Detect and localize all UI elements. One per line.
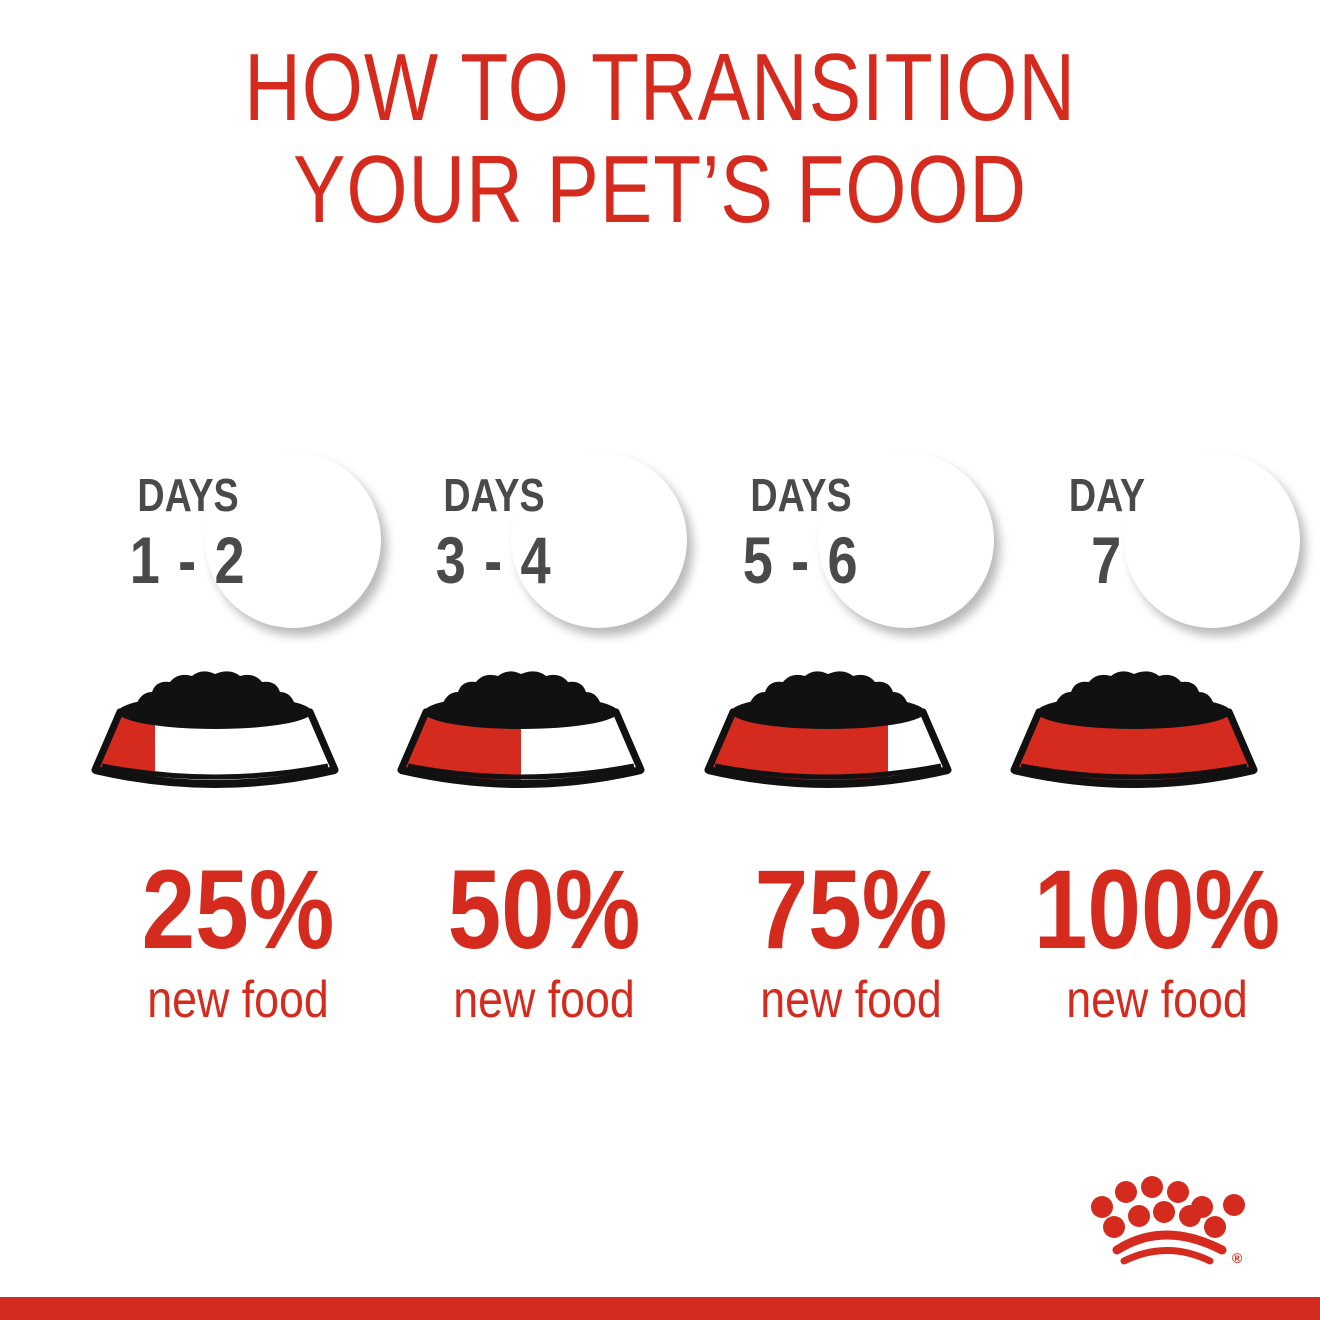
food-bowl-icon: [91, 671, 339, 788]
bowl-rim: [118, 695, 312, 729]
percent-value: 25%: [141, 847, 335, 972]
food-bowl-icon: [397, 671, 645, 788]
step-day-7: DAY 7 100% new food: [1004, 440, 1310, 1060]
day-label: DAYS: [750, 469, 852, 521]
registered-mark: ®: [1232, 1250, 1243, 1265]
title-line-1: HOW TO TRANSITION: [244, 34, 1076, 141]
day-badge: [818, 452, 994, 628]
bowl-rim: [424, 695, 618, 729]
day-badge: [205, 452, 381, 628]
percent-value: 50%: [447, 847, 641, 972]
step-days-1-2: DAYS 1 - 2 25% new food: [85, 440, 391, 1060]
percent-value: 75%: [754, 847, 948, 972]
day-badge: [511, 452, 687, 628]
day-range: 3 - 4: [435, 523, 553, 597]
day-range: 7: [1091, 523, 1123, 597]
bowl-rim: [731, 695, 925, 729]
percent-value: 100%: [1033, 847, 1281, 972]
step-days-3-4: DAYS 3 - 4 50% new food: [391, 440, 697, 1060]
bottom-brand-bar: [0, 1297, 1320, 1320]
bowl-rim: [1037, 695, 1231, 729]
crown-logo-icon: ®: [1091, 1176, 1245, 1265]
percent-caption: new food: [1066, 971, 1248, 1029]
day-range: 1 - 2: [129, 523, 247, 597]
day-badge: [1124, 452, 1300, 628]
food-bowl-icon: [1010, 671, 1258, 788]
percent-caption: new food: [147, 971, 329, 1029]
percent-caption: new food: [760, 971, 942, 1029]
day-label: DAYS: [443, 469, 545, 521]
day-label: DAY: [1068, 469, 1146, 521]
day-label: DAYS: [137, 469, 239, 521]
food-bowl-icon: [704, 671, 952, 788]
step-days-5-6: DAYS 5 - 6 75% new food: [698, 440, 1004, 1060]
day-range: 5 - 6: [742, 523, 860, 597]
percent-caption: new food: [453, 971, 635, 1029]
title-line-2: YOUR PET’S FOOD: [293, 136, 1027, 243]
